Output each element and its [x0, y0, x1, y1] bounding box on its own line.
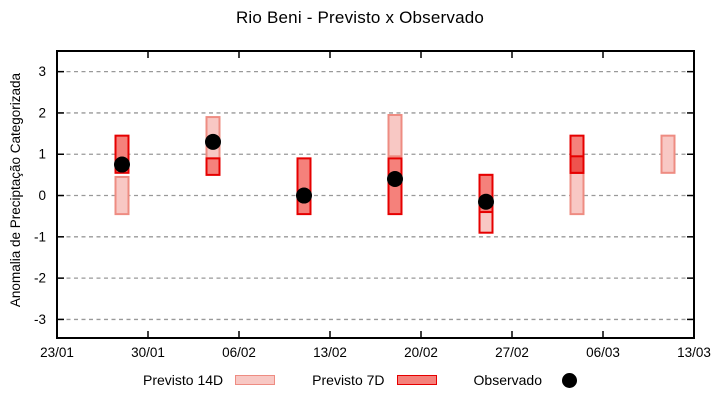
- y-tick-label: -3: [34, 312, 46, 327]
- observed-dot: [205, 133, 221, 150]
- forecast-bar-pink: [660, 134, 676, 174]
- x-tick-label: 06/03: [586, 345, 620, 360]
- forecast-bar-pink: [569, 171, 585, 216]
- observado-dot-icon: [562, 372, 577, 388]
- x-tick-label: 30/01: [131, 345, 165, 360]
- forecast-bar-pink: [114, 175, 130, 216]
- observed-dot: [296, 187, 312, 204]
- legend: Previsto 14D Previsto 7D Observado: [0, 372, 720, 388]
- legend-item-previsto-14d: Previsto 14D: [143, 372, 276, 388]
- y-tick-label: 0: [38, 188, 46, 203]
- chart-title: Rio Beni - Previsto x Observado: [235, 8, 485, 27]
- x-tick-label: 20/02: [404, 345, 438, 360]
- plot-border: [56, 50, 695, 339]
- legend-item-previsto-7d: Previsto 7D: [312, 372, 437, 388]
- legend-item-observado: Observado: [474, 372, 577, 388]
- y-tick-label: 3: [38, 64, 46, 79]
- x-tick-label: 06/02: [222, 345, 256, 360]
- y-tick-label: -1: [34, 229, 46, 244]
- x-tick-label: 23/01: [40, 345, 74, 360]
- legend-label-previsto-14d: Previsto 14D: [143, 372, 224, 388]
- forecast-bar-pink: [387, 114, 403, 158]
- forecast-bar-red: [296, 157, 312, 216]
- observed-dot: [387, 171, 403, 188]
- previsto-7d-swatch-icon: [396, 375, 437, 385]
- observed-dot: [478, 193, 494, 210]
- x-tick-label: 27/02: [495, 345, 529, 360]
- legend-label-previsto-7d: Previsto 7D: [312, 372, 385, 388]
- forecast-bar-red_dark: [569, 155, 585, 174]
- y-tick-label: -2: [34, 271, 46, 286]
- y-tick-label: 2: [38, 105, 46, 120]
- forecast-bar-red: [205, 157, 221, 176]
- y-tick-label: 1: [38, 147, 46, 162]
- previsto-14d-swatch-icon: [235, 375, 276, 385]
- observed-dot: [114, 156, 130, 173]
- legend-label-observado: Observado: [473, 372, 542, 388]
- x-tick-label: 13/03: [677, 345, 711, 360]
- x-tick-label: 13/02: [313, 345, 347, 360]
